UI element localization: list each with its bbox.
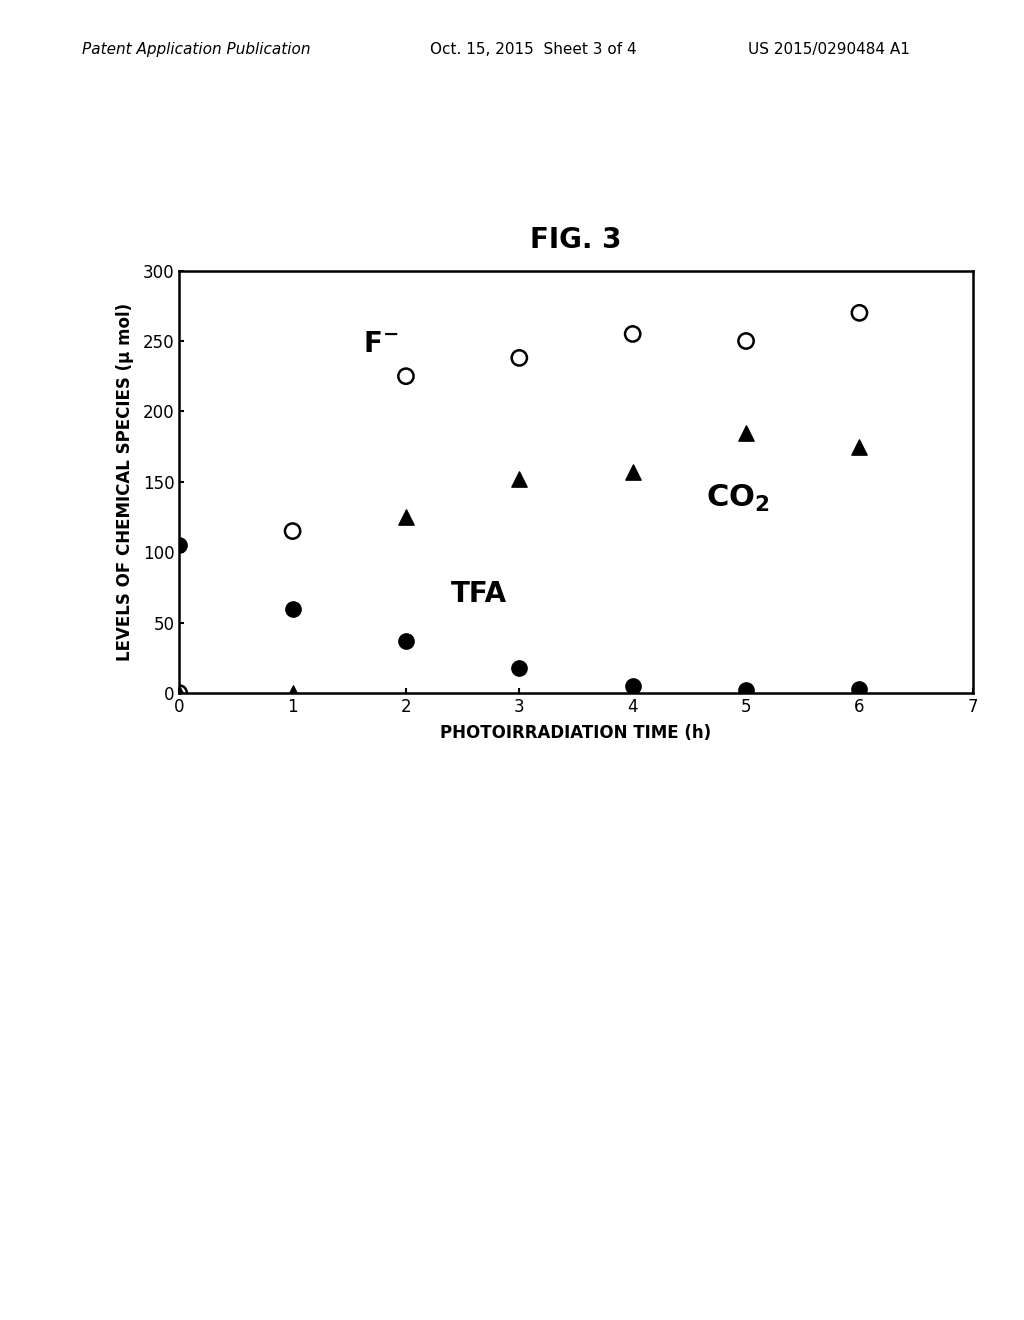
Text: US 2015/0290484 A1: US 2015/0290484 A1 (748, 42, 909, 57)
Point (851, 302, 867, 323)
Point (511, 657, 527, 678)
Point (738, 680, 755, 701)
Text: $\mathbf{CO_2}$: $\mathbf{CO_2}$ (707, 483, 770, 515)
Point (285, 682, 301, 704)
Point (511, 347, 527, 368)
Point (851, 436, 867, 457)
Point (738, 330, 755, 351)
Text: $\mathbf{F^{-}}$: $\mathbf{F^{-}}$ (362, 330, 398, 358)
Point (625, 676, 641, 697)
Point (625, 323, 641, 345)
Text: Oct. 15, 2015  Sheet 3 of 4: Oct. 15, 2015 Sheet 3 of 4 (430, 42, 637, 57)
Point (285, 520, 301, 541)
Point (625, 462, 641, 483)
Point (397, 366, 414, 387)
Point (171, 682, 187, 704)
X-axis label: PHOTOIRRADIATION TIME (h): PHOTOIRRADIATION TIME (h) (440, 725, 712, 742)
Point (171, 682, 187, 704)
Point (285, 598, 301, 619)
Point (851, 678, 867, 700)
Text: TFA: TFA (452, 581, 508, 609)
Point (738, 422, 755, 444)
Point (171, 535, 187, 556)
Text: Patent Application Publication: Patent Application Publication (82, 42, 310, 57)
Point (511, 469, 527, 490)
Y-axis label: LEVELS OF CHEMICAL SPECIES (μ mol): LEVELS OF CHEMICAL SPECIES (μ mol) (117, 302, 134, 661)
Point (397, 507, 414, 528)
Point (397, 631, 414, 652)
Title: FIG. 3: FIG. 3 (530, 226, 622, 255)
